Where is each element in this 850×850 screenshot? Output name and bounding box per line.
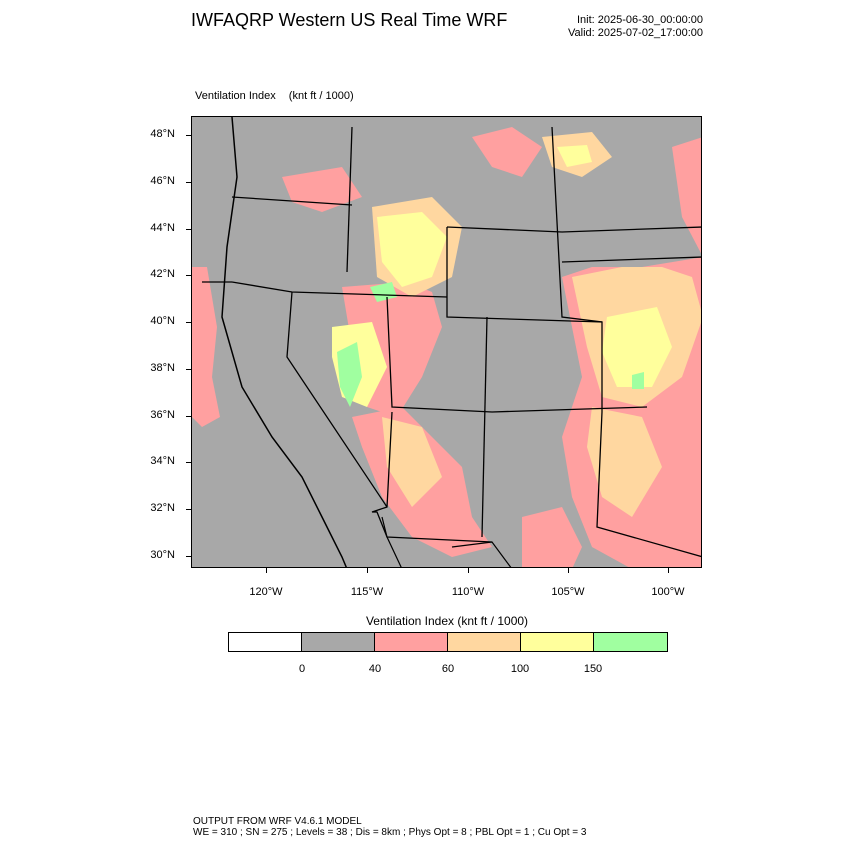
ventilation-map — [192, 117, 701, 567]
colorbar-swatch-3 — [448, 633, 521, 651]
mexico-border — [451, 541, 512, 567]
lat-tick — [186, 509, 191, 510]
map-panel — [191, 116, 702, 568]
lat-tick — [186, 182, 191, 183]
lat-tick — [186, 135, 191, 136]
model-info-line1: OUTPUT FROM WRF V4.6.1 MODEL — [193, 816, 362, 827]
lon-tick — [468, 568, 469, 573]
map-subtitle: Ventilation Index (knt ft / 1000) — [195, 90, 354, 102]
lon-tick — [266, 568, 267, 573]
lat-label-30: 30°N — [150, 549, 175, 561]
colorbar-swatch-5 — [594, 633, 667, 651]
lat-tick — [186, 416, 191, 417]
lon-tick — [568, 568, 569, 573]
baja-coast — [381, 516, 402, 567]
model-info: OUTPUT FROM WRF V4.6.1 MODEL WE = 310 ; … — [193, 816, 586, 838]
lon-tick — [367, 568, 368, 573]
colorbar-label-100: 100 — [510, 663, 530, 675]
state-boundaries — [202, 126, 701, 558]
lat-tick — [186, 275, 191, 276]
model-info-line2: WE = 310 ; SN = 275 ; Levels = 38 ; Dis … — [193, 827, 587, 838]
coastline — [221, 117, 347, 567]
lat-tick — [186, 322, 191, 323]
lat-tick — [186, 556, 191, 557]
init-time: Init: 2025-06-30_00:00:00 — [577, 14, 703, 26]
valid-time: Valid: 2025-07-02_17:00:00 — [568, 27, 703, 39]
colorbar-title: Ventilation Index (knt ft / 1000) — [365, 614, 529, 628]
lat-label-36: 36°N — [150, 409, 175, 421]
lon-label-110: 110°W — [451, 586, 485, 598]
colorbar-label-0: 0 — [298, 663, 306, 675]
lon-label-100: 100°W — [651, 586, 685, 598]
lat-tick — [186, 369, 191, 370]
lon-label-115: 115°W — [350, 586, 384, 598]
colorbar-label-150: 150 — [583, 663, 603, 675]
lon-tick — [668, 568, 669, 573]
lon-label-120: 120°W — [249, 586, 283, 598]
run-times: Init: 2025-06-30_00:00:00 Valid: 2025-07… — [568, 14, 703, 40]
lat-label-44: 44°N — [150, 222, 175, 234]
lat-label-48: 48°N — [150, 128, 175, 140]
chart-title: IWFAQRP Western US Real Time WRF — [191, 10, 508, 30]
colorbar-swatch-0 — [229, 633, 302, 651]
ventilation-40-60-regions — [192, 127, 701, 567]
lon-label-105: 105°W — [551, 586, 585, 598]
variable-name: Ventilation Index — [195, 90, 276, 102]
lat-label-42: 42°N — [150, 268, 175, 280]
colorbar-swatch-2 — [375, 633, 448, 651]
colorbar-swatch-1 — [302, 633, 375, 651]
lat-tick — [186, 229, 191, 230]
lat-tick — [186, 462, 191, 463]
lat-label-32: 32°N — [150, 502, 175, 514]
variable-unit: (knt ft / 1000) — [288, 90, 354, 102]
colorbar-swatch-4 — [521, 633, 594, 651]
ventilation-over-150-regions — [337, 282, 644, 407]
lat-label-46: 46°N — [150, 175, 175, 187]
colorbar-label-60: 60 — [441, 663, 455, 675]
colorbar — [228, 632, 668, 652]
lat-label-38: 38°N — [150, 362, 175, 374]
lat-label-34: 34°N — [150, 455, 175, 467]
colorbar-label-40: 40 — [368, 663, 382, 675]
lat-label-40: 40°N — [150, 315, 175, 327]
